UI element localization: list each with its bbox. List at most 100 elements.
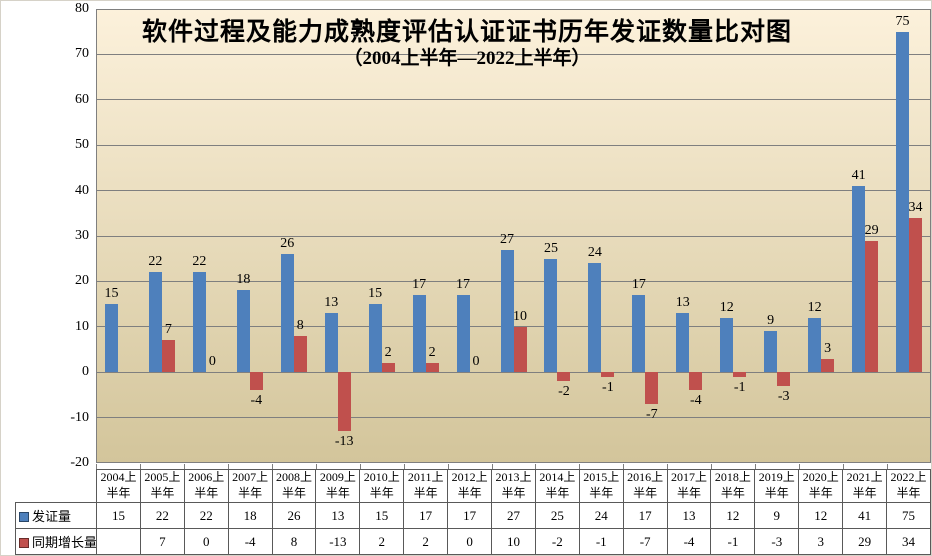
bar [733,372,747,377]
bar-label: -1 [602,379,614,395]
category-header-cell: 2005上 半年 [139,469,185,503]
grid-line [96,235,931,237]
table-value-cell: 24 [578,502,624,529]
bar [632,295,646,373]
grid-line [96,144,931,146]
x-tick [623,464,625,469]
bar-label: -4 [689,393,702,409]
table-value-cell: -3 [754,528,800,555]
table-value-cell: 15 [96,502,141,529]
bar-label: 26 [280,236,295,252]
bar [865,240,879,373]
table-value-cell: 7 [139,528,185,555]
y-tick-label: 70 [75,46,89,62]
category-header-cell: 2020上 半年 [798,469,844,503]
y-tick-label: 50 [75,137,89,153]
category-header-cell: 2004上 半年 [96,469,141,503]
table-value-cell: 12 [710,502,756,529]
bar-label: 8 [296,317,304,333]
bar [104,304,118,373]
table-value-cell: 15 [359,502,405,529]
category-header-cell: 2007上 半年 [227,469,273,503]
x-tick [667,464,669,469]
y-tick-label: 80 [75,1,89,16]
bar [676,313,690,373]
legend-cell: 同期增长量 [15,528,97,555]
bar-label: 0 [208,354,216,370]
bar [852,186,866,373]
table-value-cell: 75 [886,502,931,529]
bar [381,363,395,373]
table-value-cell: 0 [447,528,493,555]
bar-label: 41 [851,168,866,184]
category-header-cell: 2017上 半年 [666,469,712,503]
category-header-cell: 2008上 半年 [271,469,317,503]
category-header-cell: 2021上 半年 [842,469,888,503]
table-value-cell: 29 [842,528,888,555]
x-tick [755,464,757,469]
bar-label: 0 [472,354,480,370]
bar [412,295,426,373]
x-tick [96,464,97,469]
x-tick [447,464,449,469]
bar [777,372,791,386]
bar-label: 17 [412,277,427,293]
category-header-cell: 2014上 半年 [534,469,580,503]
bar [161,340,175,373]
bar-label: 24 [587,245,602,261]
bar [236,290,250,373]
x-tick [535,464,537,469]
bar [148,272,162,373]
table-value-cell: 3 [798,528,844,555]
table-value-cell: -13 [315,528,361,555]
bar-label: -13 [334,434,354,450]
grid-line [96,190,931,192]
category-header-cell: 2022上 半年 [886,469,931,503]
bar [557,372,571,382]
table-value-cell: 34 [886,528,931,555]
chart-subtitle: （2004上半年—2022上半年） [343,48,591,69]
legend-key-icon [19,538,29,548]
bar-label: 22 [192,254,207,270]
y-tick-label: 60 [75,91,89,107]
y-tick-label: 30 [75,228,89,243]
bar [764,331,778,373]
bar-label: 29 [864,222,879,238]
y-tick-label: -10 [70,409,89,425]
table-value-cell: -7 [622,528,668,555]
category-header-cell: 2019上 半年 [754,469,800,503]
grid-line [96,99,931,101]
table-value-cell: 17 [403,502,449,529]
category-header-cell: 2006上 半年 [183,469,229,503]
bar-label: 2 [428,345,436,361]
table-value-cell: -4 [227,528,273,555]
bar [909,217,923,373]
y-tick-label: 40 [75,182,89,198]
bar [588,263,602,373]
x-tick [491,464,493,469]
x-tick [403,464,405,469]
table-value-cell: 41 [842,502,888,529]
bar-label: -2 [558,384,570,400]
grid-line [96,417,931,419]
bar-label: 17 [631,277,646,293]
category-header-cell: 2012上 半年 [447,469,493,503]
table-corner-blank [16,470,97,503]
bar-label: 27 [500,231,514,247]
bar-label: 15 [368,286,383,302]
table-value-cell [96,528,141,555]
table-value-cell: 22 [183,502,229,529]
bar [192,272,206,373]
bar-label: 18 [236,272,251,288]
bar [544,258,558,373]
table-value-cell: 10 [491,528,536,555]
y-tick-label: -20 [70,455,89,470]
table-value-cell: 2 [359,528,405,555]
category-header-cell: 2013上 半年 [491,469,536,503]
x-tick [271,464,273,469]
category-header-cell: 2015上 半年 [578,469,624,503]
bar [601,372,615,377]
bar-label: -7 [645,406,658,422]
bar [293,335,307,373]
table-value-cell: -4 [666,528,712,555]
